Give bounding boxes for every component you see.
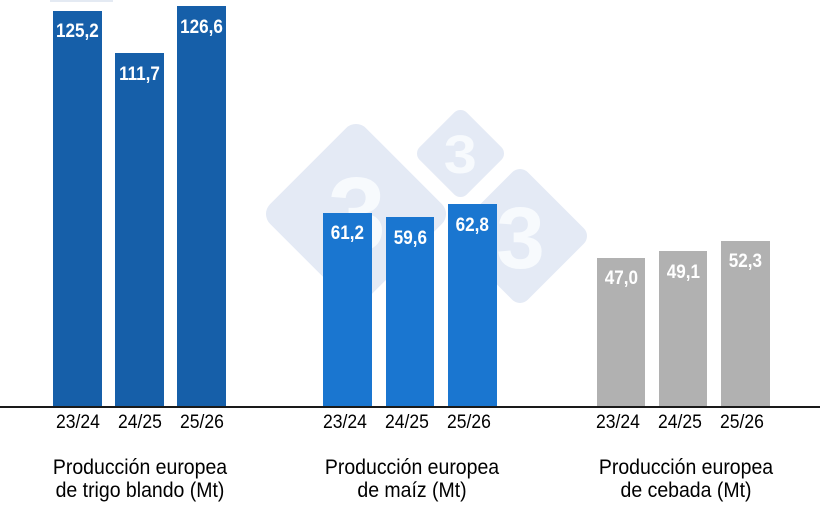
svg-text:3: 3 (444, 126, 477, 185)
svg-text:3: 3 (496, 190, 545, 287)
